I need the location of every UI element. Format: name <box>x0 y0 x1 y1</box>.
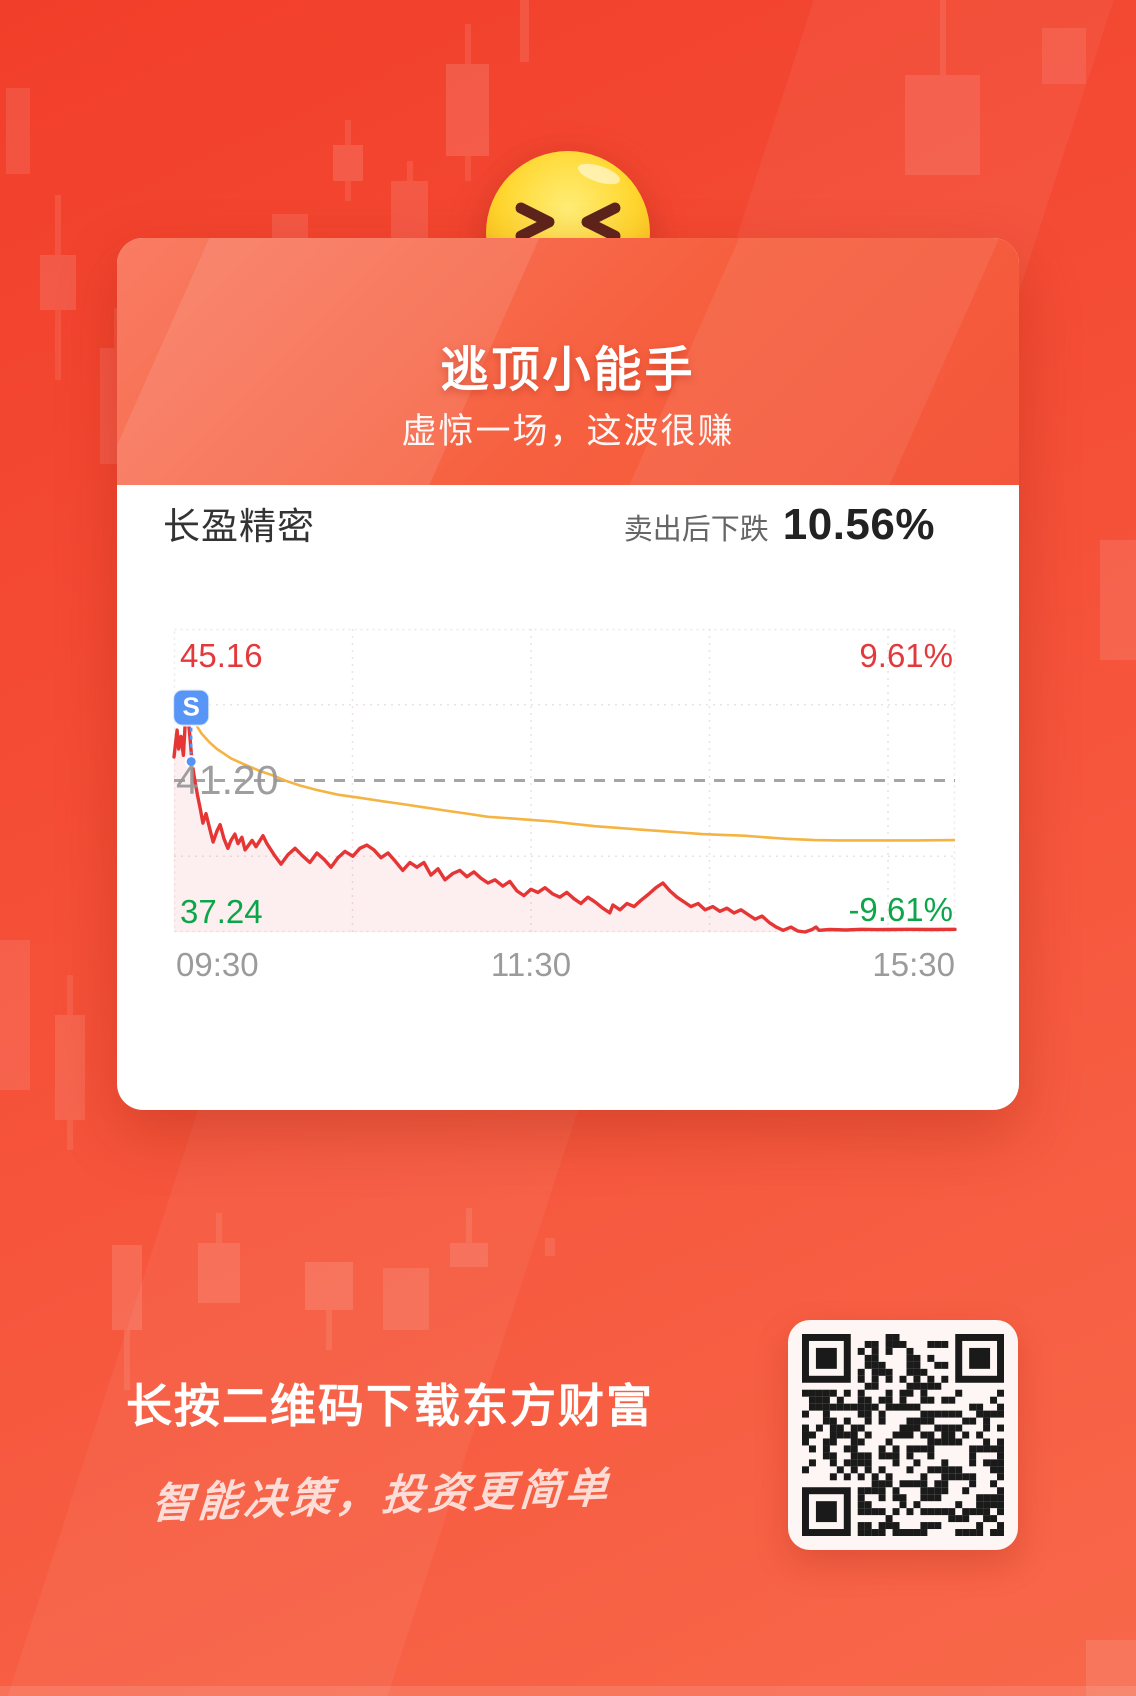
card-title: 逃顶小能手 <box>440 344 696 397</box>
stock-result-card: 逃顶小能手 虚惊一场，这波很赚 长盈精密 卖出后下跌 10.56% S 45.1… <box>117 238 1019 1110</box>
qr-code[interactable] <box>788 1320 1018 1550</box>
card-subtitle: 虚惊一场，这波很赚 <box>401 412 735 451</box>
stock-summary-row: 长盈精密 卖出后下跌 10.56% <box>163 496 935 550</box>
time-axis-1530: 15:30 <box>872 946 955 983</box>
stock-name: 长盈精密 <box>163 506 315 547</box>
sell-drop-percent: 10.56% <box>782 500 935 549</box>
svg-text:S: S <box>183 692 200 722</box>
time-axis-1130: 11:30 <box>490 946 572 983</box>
sell-caption: 卖出后下跌 <box>623 514 769 546</box>
intraday-chart: S 45.16 9.61% 41.20 37.24 -9.61% <box>172 628 957 934</box>
bottom-strip <box>0 1686 1136 1696</box>
qr-code-pattern <box>802 1334 1004 1536</box>
card-header: 逃顶小能手 虚惊一场，这波很赚 <box>117 238 1019 485</box>
download-instruction: 长按二维码下载东方财富 <box>126 1380 654 1432</box>
intraday-chart-canvas: S <box>172 628 957 934</box>
time-axis-0930: 09:30 <box>176 946 259 983</box>
